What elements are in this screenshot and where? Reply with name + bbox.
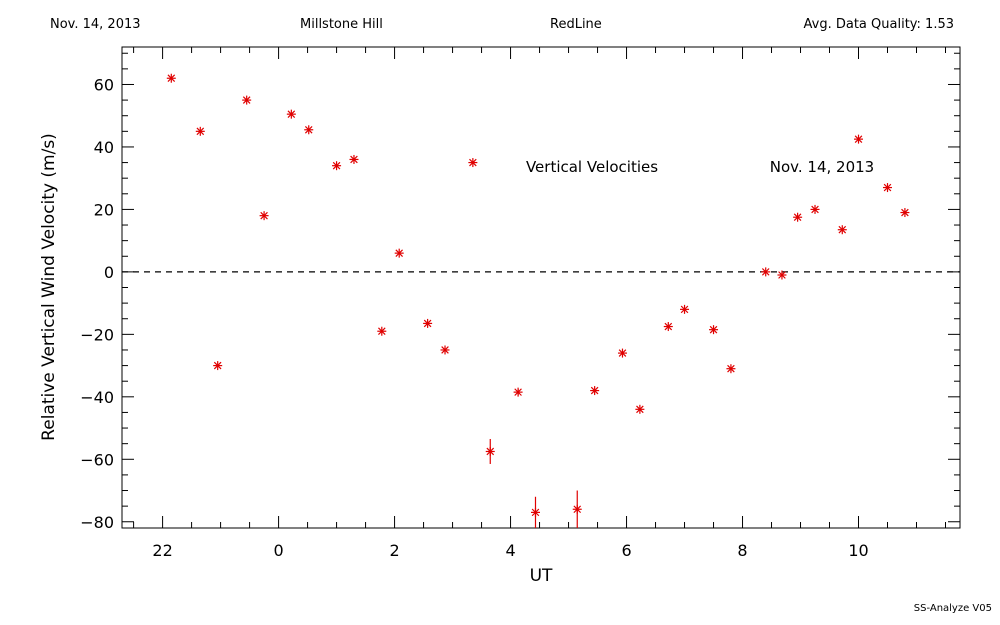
data-point <box>793 212 803 222</box>
data-point <box>854 134 864 144</box>
marker-stroke <box>883 183 892 192</box>
marker-stroke <box>378 327 386 336</box>
y-tick-label: 60 <box>94 75 114 94</box>
x-tick-label: 4 <box>505 541 515 560</box>
software-version: SS-Analyze V05 <box>913 603 992 614</box>
marker-stroke <box>304 125 313 134</box>
marker-stroke <box>618 349 627 357</box>
y-axis-label: Relative Vertical Wind Velocity (m/s) <box>39 133 59 441</box>
data-point <box>304 125 314 135</box>
marker-stroke <box>636 405 644 414</box>
data-point <box>195 126 205 136</box>
data-point <box>837 225 847 235</box>
x-tick-label: 0 <box>273 541 283 560</box>
marker-stroke <box>350 155 358 164</box>
data-point <box>213 361 223 371</box>
y-tick-label: 40 <box>94 138 114 157</box>
data-point <box>423 318 433 328</box>
marker-stroke <box>590 386 599 395</box>
marker-stroke <box>196 127 205 136</box>
marker-stroke <box>838 225 847 234</box>
marker-stroke <box>664 322 673 331</box>
data-point <box>663 322 673 332</box>
header-date: Nov. 14, 2013 <box>50 17 141 32</box>
marker-stroke <box>793 213 802 222</box>
data-point <box>166 73 176 83</box>
data-point <box>485 438 495 464</box>
marker-stroke <box>332 161 341 170</box>
data-point <box>617 348 627 358</box>
marker-stroke <box>761 268 770 276</box>
x-tick-label: 2 <box>389 541 399 560</box>
header-quality: Avg. Data Quality: 1.53 <box>803 17 954 32</box>
data-point <box>900 208 910 218</box>
data-point <box>332 161 342 171</box>
marker-stroke <box>811 205 819 214</box>
marker-stroke <box>213 361 222 370</box>
data-point <box>468 158 478 168</box>
data-point <box>440 345 450 355</box>
marker-stroke <box>778 271 786 279</box>
data-point <box>530 496 540 528</box>
data-point <box>709 325 719 335</box>
marker-stroke <box>854 135 863 143</box>
x-tick-label: 10 <box>848 541 868 560</box>
header-instrument: RedLine <box>550 17 602 32</box>
x-axis-label: UT <box>530 566 553 586</box>
marker-stroke <box>242 96 251 104</box>
data-point <box>761 267 771 277</box>
marker-stroke <box>260 211 268 220</box>
data-point <box>286 109 296 119</box>
y-tick-label: −20 <box>80 325 114 344</box>
data-point <box>777 270 787 280</box>
marker-stroke <box>901 208 909 217</box>
marker-stroke <box>469 158 477 167</box>
y-tick-label: −80 <box>80 513 114 532</box>
data-point <box>635 404 645 414</box>
data-point <box>726 364 736 374</box>
y-tick-label: −60 <box>80 450 114 469</box>
data-point <box>572 490 582 528</box>
data-point <box>590 386 600 396</box>
data-point <box>242 95 252 105</box>
data-point <box>377 326 387 336</box>
data-point <box>513 387 523 397</box>
data-point <box>394 248 404 258</box>
marker-stroke <box>709 325 718 334</box>
data-point <box>349 154 359 164</box>
marker-stroke <box>395 249 404 257</box>
data-point <box>680 304 690 314</box>
marker-stroke <box>287 110 296 118</box>
data-point <box>259 211 269 221</box>
data-point <box>883 183 893 193</box>
y-tick-label: 20 <box>94 200 114 219</box>
marker-stroke <box>423 319 432 328</box>
marker-stroke <box>680 305 689 314</box>
chart-title: Vertical Velocities <box>526 158 658 176</box>
marker-stroke <box>727 364 735 373</box>
x-tick-label: 6 <box>621 541 631 560</box>
data-point <box>810 204 820 214</box>
chart-subtitle: Nov. 14, 2013 <box>770 158 874 176</box>
plot-frame <box>121 46 961 529</box>
header-site: Millstone Hill <box>300 17 383 32</box>
marker-stroke <box>167 74 176 83</box>
marker-stroke <box>441 346 449 354</box>
y-tick-label: 0 <box>104 263 114 282</box>
x-tick-label: 8 <box>737 541 747 560</box>
y-tick-label: −40 <box>80 388 114 407</box>
x-tick-label: 22 <box>152 541 172 560</box>
